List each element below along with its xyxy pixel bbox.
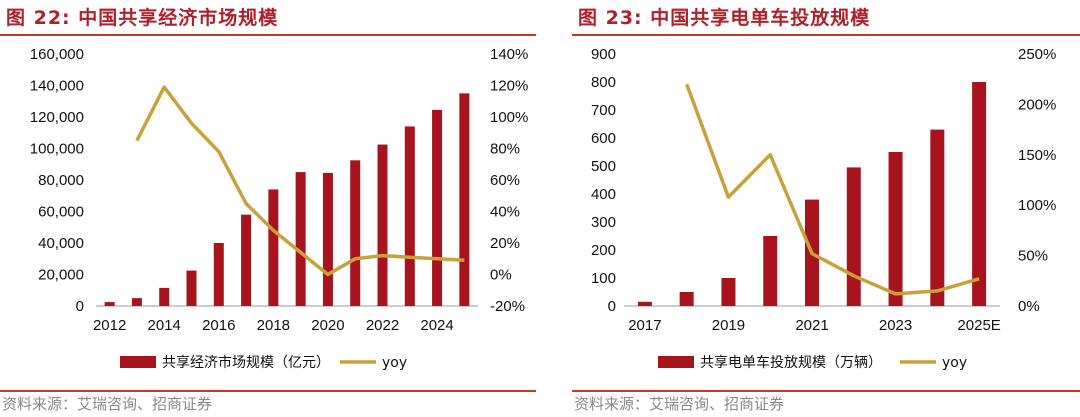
- y-right-tick-label: 140%: [490, 46, 528, 63]
- source-rule: [0, 390, 536, 392]
- bar: [459, 93, 470, 306]
- y-left-tick-label: 100: [591, 270, 616, 287]
- y-left-tick-label: 0: [76, 298, 84, 315]
- title-rule: [0, 34, 536, 36]
- bar: [930, 129, 945, 306]
- y-right-tick-label: -20%: [490, 298, 525, 315]
- chart-panel-shared-economy: 图 22: 中国共享经济市场规模 0 20,000 40,000 60,000 80,0…: [0, 0, 536, 417]
- x-tick-label: 2017: [628, 317, 661, 334]
- bar: [721, 278, 736, 306]
- legend-bar-label: 共享经济市场规模（亿元）: [162, 354, 330, 371]
- bar: [972, 82, 987, 306]
- source-rule: [572, 390, 1080, 392]
- y-left-tick-label: 60,000: [38, 204, 84, 221]
- y-left-tick-label: 160,000: [30, 46, 84, 63]
- y-left-tick-label: 200: [591, 242, 616, 259]
- bar: [888, 152, 903, 306]
- x-tick-label: 2023: [879, 317, 912, 334]
- bar: [322, 172, 333, 306]
- chart-panel-shared-ebikes: 图 23: 中国共享电单车投放规模 0 100 200 300 400 500 600 700…: [572, 0, 1080, 417]
- bar: [679, 292, 694, 306]
- bar: [763, 236, 778, 306]
- bar: [846, 167, 861, 306]
- y-right-tick-label: 40%: [490, 204, 520, 221]
- y-right-tick-label: 50%: [1018, 248, 1048, 265]
- shared-ebike-chart: 0 100 200 300 400 500 600 700 800 900 0% 50% 100% 150…: [591, 46, 1056, 371]
- x-tick-label: 2012: [93, 317, 126, 334]
- x-tick-label: 2018: [257, 317, 290, 334]
- bar: [131, 298, 142, 306]
- y-right-tick-label: 120%: [490, 78, 528, 95]
- bar: [350, 160, 361, 306]
- y-right-tick-label: 200%: [1018, 96, 1056, 113]
- x-tick-label: 2024: [420, 317, 453, 334]
- figure-title: 图 23: 中国共享电单车投放规模: [578, 7, 871, 29]
- y-left-tick-label: 600: [591, 130, 616, 147]
- legend-line-label: yoy: [382, 355, 407, 371]
- y-right-tick-label: 100%: [490, 109, 528, 126]
- bar: [159, 287, 170, 306]
- y-right-tick-label: 80%: [490, 141, 520, 158]
- x-tick-label: 2016: [202, 317, 235, 334]
- shared-economy-chart: 0 20,000 40,000 60,000 80,000 100,000 120,000 1…: [30, 46, 529, 371]
- bar: [377, 144, 388, 306]
- legend-line-label: yoy: [942, 355, 967, 371]
- y-left-tick-label: 900: [591, 46, 616, 63]
- y-left-tick-label: 40,000: [38, 235, 84, 252]
- source-note: 资料来源：艾瑞咨询、招商证券: [574, 395, 785, 413]
- bar: [295, 172, 306, 306]
- y-left-tick-label: 80,000: [38, 172, 84, 189]
- y-left-tick-label: 120,000: [30, 109, 84, 126]
- y-right-tick-label: 0%: [1018, 298, 1040, 315]
- bar: [186, 270, 197, 306]
- x-tick-label: 2021: [795, 317, 828, 334]
- bar: [432, 109, 443, 306]
- y-left-tick-label: 800: [591, 74, 616, 91]
- legend-bar-swatch: [120, 356, 156, 368]
- y-right-tick-label: 60%: [490, 172, 520, 189]
- bar: [104, 302, 115, 306]
- y-right-tick-label: 100%: [1018, 197, 1056, 214]
- source-note: 资料来源：艾瑞咨询、招商证券: [2, 395, 213, 413]
- figure-title: 图 22: 中国共享经济市场规模: [6, 7, 279, 29]
- x-tick-label: 2014: [148, 317, 181, 334]
- y-left-tick-label: 300: [591, 214, 616, 231]
- y-right-tick-label: 250%: [1018, 46, 1056, 63]
- bar: [241, 214, 252, 306]
- legend-bar-swatch: [658, 356, 694, 368]
- x-tick-label: 2025E: [957, 317, 1000, 334]
- bar: [404, 126, 415, 306]
- bar: [268, 189, 279, 306]
- y-left-tick-label: 0: [608, 298, 616, 315]
- x-tick-label: 2019: [712, 317, 745, 334]
- y-left-tick-label: 400: [591, 186, 616, 203]
- bar: [213, 243, 224, 306]
- x-tick-label: 2022: [366, 317, 399, 334]
- y-left-tick-label: 20,000: [38, 267, 84, 284]
- legend-bar-label: 共享电单车投放规模（万辆）: [700, 354, 882, 371]
- bar: [637, 301, 652, 306]
- y-right-tick-label: 150%: [1018, 147, 1056, 164]
- y-right-tick-label: 0%: [490, 267, 512, 284]
- y-left-tick-label: 700: [591, 102, 616, 119]
- title-rule: [572, 34, 1080, 36]
- y-left-tick-label: 100,000: [30, 141, 84, 158]
- yoy-line: [685, 83, 980, 296]
- y-right-tick-label: 20%: [490, 235, 520, 252]
- y-left-tick-label: 140,000: [30, 78, 84, 95]
- x-tick-label: 2020: [311, 317, 344, 334]
- y-left-tick-label: 500: [591, 158, 616, 175]
